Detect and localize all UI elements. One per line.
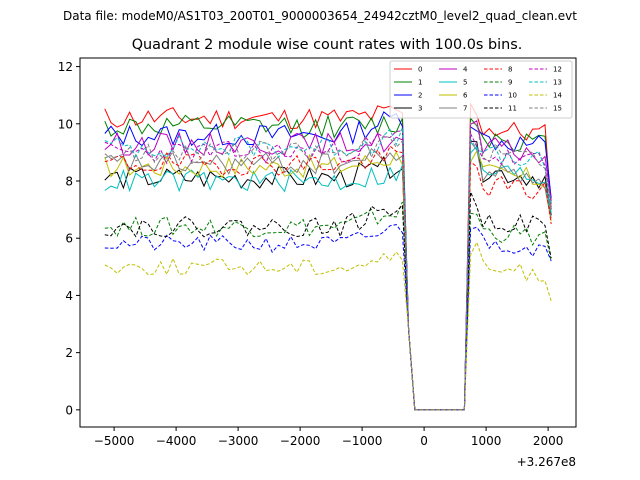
x-tick-label: 0 bbox=[420, 434, 428, 448]
legend-label-12: 12 bbox=[553, 66, 562, 74]
x-tick-label: −2000 bbox=[280, 434, 321, 448]
series-line-3 bbox=[104, 140, 552, 411]
x-tick-label: −3000 bbox=[218, 434, 259, 448]
legend-label-3: 3 bbox=[418, 105, 422, 113]
x-tick-label: 2000 bbox=[533, 434, 564, 448]
series-line-14 bbox=[104, 240, 552, 411]
y-tick-label: 4 bbox=[65, 289, 73, 303]
series-line-8 bbox=[104, 145, 552, 411]
series-line-11 bbox=[104, 191, 552, 411]
series-line-13 bbox=[104, 127, 552, 411]
figure-suptitle: Data file: modeM0/AS1T03_200T01_90000036… bbox=[63, 9, 577, 23]
series-line-10 bbox=[104, 224, 552, 411]
x-tick-label: −4000 bbox=[156, 434, 197, 448]
legend-label-7: 7 bbox=[463, 105, 467, 113]
series-line-15 bbox=[104, 121, 552, 411]
legend-label-5: 5 bbox=[463, 79, 467, 87]
legend-label-8: 8 bbox=[508, 66, 512, 74]
series-line-7 bbox=[104, 140, 552, 411]
legend-label-9: 9 bbox=[508, 79, 512, 87]
y-tick-label: 0 bbox=[65, 403, 73, 417]
legend-label-2: 2 bbox=[418, 92, 422, 100]
legend-label-13: 13 bbox=[553, 79, 562, 87]
x-axis-offset-text: +3.267e8 bbox=[517, 455, 576, 469]
x-tick-label: −1000 bbox=[342, 434, 383, 448]
series-line-4 bbox=[104, 120, 552, 411]
legend-label-4: 4 bbox=[463, 66, 468, 74]
x-tick-label: −5000 bbox=[94, 434, 135, 448]
y-tick-label: 6 bbox=[65, 232, 73, 246]
legend-label-14: 14 bbox=[553, 92, 562, 100]
axes-layer: −5000 −4000 −3000 −2000 −1000 0 1000 2000 0 2 4 6 8 1… bbox=[58, 60, 564, 448]
legend-label-10: 10 bbox=[508, 92, 517, 100]
chart-title: Quadrant 2 module wise count rates with … bbox=[132, 37, 523, 53]
legend-label-11: 11 bbox=[508, 105, 517, 113]
legend-label-15: 15 bbox=[553, 105, 562, 113]
plot-frame bbox=[79, 57, 577, 428]
y-tick-label: 8 bbox=[65, 175, 73, 189]
y-tick-label: 12 bbox=[58, 60, 73, 74]
y-tick-label: 2 bbox=[65, 346, 73, 360]
y-tick-label: 10 bbox=[58, 117, 73, 131]
series-layer bbox=[104, 102, 552, 411]
series-line-9 bbox=[104, 201, 552, 411]
legend-box bbox=[389, 60, 573, 119]
legend-label-6: 6 bbox=[463, 92, 468, 100]
series-line-2 bbox=[104, 111, 552, 411]
series-line-12 bbox=[104, 130, 552, 411]
legend-label-0: 0 bbox=[418, 66, 422, 74]
legend-label-1: 1 bbox=[418, 79, 422, 87]
x-tick-label: 1000 bbox=[471, 434, 502, 448]
